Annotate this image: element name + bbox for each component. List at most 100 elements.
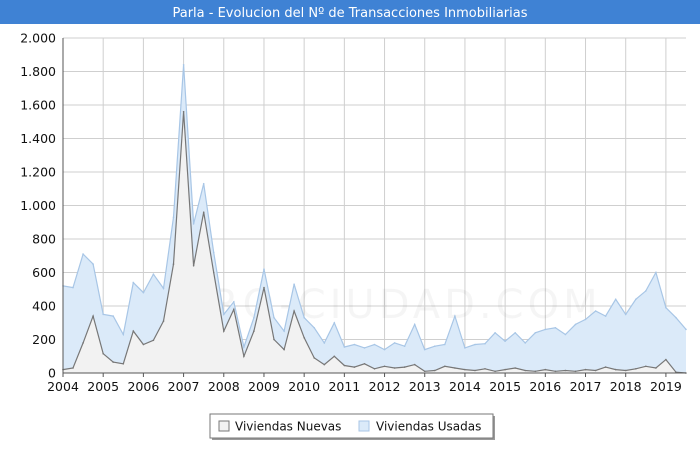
data-point-viviendas-nuevas — [544, 368, 547, 371]
data-point-viviendas-nuevas — [564, 369, 567, 372]
data-point-viviendas-nuevas — [102, 352, 104, 355]
y-tick-label: 200 — [32, 332, 56, 347]
x-tick-label: 2017 — [570, 379, 602, 394]
y-tick-label: 400 — [32, 299, 56, 314]
data-point-viviendas-nuevas — [604, 366, 607, 368]
y-tick-label: 2.000 — [20, 31, 56, 46]
data-point-viviendas-usadas — [544, 328, 547, 331]
data-point-viviendas-usadas — [253, 316, 255, 319]
data-point-viviendas-nuevas — [152, 339, 155, 342]
y-tick-label: 1.200 — [20, 165, 56, 180]
data-point-viviendas-nuevas — [343, 364, 346, 367]
data-point-viviendas-usadas — [675, 316, 677, 319]
data-point-viviendas-usadas — [283, 330, 285, 332]
data-point-viviendas-nuevas — [333, 355, 336, 358]
data-point-viviendas-nuevas — [253, 330, 255, 332]
data-point-viviendas-usadas — [454, 315, 456, 317]
data-point-viviendas-nuevas — [182, 110, 185, 113]
title-bar — [0, 0, 700, 24]
y-tick-label: 600 — [32, 265, 56, 280]
data-point-viviendas-usadas — [614, 298, 617, 301]
data-point-viviendas-usadas — [434, 345, 436, 348]
x-tick-label: 2018 — [610, 379, 642, 394]
data-point-viviendas-usadas — [122, 333, 125, 336]
data-point-viviendas-usadas — [635, 298, 637, 301]
data-point-viviendas-nuevas — [243, 355, 245, 358]
series-area-viviendas-usadas — [63, 64, 686, 374]
data-point-viviendas-nuevas — [212, 271, 215, 274]
x-tick-label: 2009 — [248, 379, 280, 394]
data-point-viviendas-usadas — [233, 301, 235, 303]
x-tick-label: 2004 — [47, 379, 79, 394]
data-point-viviendas-usadas — [212, 251, 215, 254]
data-point-viviendas-usadas — [313, 327, 316, 329]
data-point-viviendas-nuevas — [383, 365, 386, 368]
data-point-viviendas-nuevas — [614, 368, 617, 371]
data-point-viviendas-nuevas — [283, 348, 285, 351]
data-point-viviendas-usadas — [685, 328, 687, 331]
data-point-viviendas-nuevas — [373, 368, 376, 370]
data-point-viviendas-usadas — [293, 283, 295, 286]
data-point-viviendas-usadas — [564, 333, 567, 336]
data-point-viviendas-usadas — [152, 273, 155, 276]
x-tick-label: 2005 — [87, 379, 119, 394]
area-layer — [62, 64, 687, 374]
data-point-viviendas-usadas — [594, 310, 597, 312]
data-point-viviendas-nuevas — [645, 365, 647, 368]
data-point-viviendas-usadas — [243, 346, 245, 348]
data-point-viviendas-nuevas — [223, 330, 225, 332]
data-point-viviendas-usadas — [142, 291, 145, 294]
data-point-viviendas-usadas — [554, 327, 557, 329]
data-point-viviendas-usadas — [484, 342, 486, 345]
data-point-viviendas-nuevas — [162, 320, 165, 322]
x-tick-label: 2006 — [127, 379, 159, 394]
data-point-viviendas-nuevas — [434, 369, 436, 372]
data-point-viviendas-usadas — [423, 348, 426, 351]
data-point-viviendas-usadas — [363, 347, 366, 349]
data-point-viviendas-nuevas — [303, 337, 306, 339]
data-point-viviendas-usadas — [172, 216, 175, 218]
data-point-viviendas-nuevas — [273, 338, 275, 341]
data-point-viviendas-nuevas — [142, 343, 145, 346]
data-point-viviendas-usadas — [303, 316, 306, 319]
data-point-viviendas-usadas — [524, 342, 526, 344]
data-point-viviendas-nuevas — [393, 367, 396, 369]
data-point-viviendas-nuevas — [132, 330, 135, 332]
data-point-viviendas-nuevas — [122, 363, 125, 365]
x-tick-label: 2014 — [449, 379, 481, 394]
y-tick-label: 800 — [32, 232, 56, 247]
y-tick-label: 0 — [48, 366, 56, 381]
data-point-viviendas-nuevas — [263, 286, 265, 289]
data-point-viviendas-usadas — [624, 313, 627, 316]
data-point-viviendas-nuevas — [484, 368, 486, 370]
legend-label-viviendas-usadas: Viviendas Usadas — [376, 420, 481, 434]
data-point-viviendas-usadas — [343, 346, 346, 348]
data-point-viviendas-usadas — [102, 313, 104, 316]
data-point-viviendas-usadas — [92, 263, 94, 265]
data-point-viviendas-usadas — [323, 342, 326, 344]
data-point-viviendas-usadas — [273, 316, 275, 319]
data-point-viviendas-nuevas — [313, 357, 316, 359]
series-area-viviendas-nuevas — [63, 111, 686, 373]
data-point-viviendas-nuevas — [554, 370, 557, 373]
data-point-viviendas-nuevas — [444, 365, 446, 368]
data-point-viviendas-nuevas — [293, 310, 295, 312]
data-point-viviendas-nuevas — [363, 363, 366, 365]
data-point-viviendas-nuevas — [524, 369, 526, 372]
x-tick-label: 2019 — [650, 379, 682, 394]
x-tick-label: 2010 — [288, 379, 320, 394]
y-tick-label: 1.800 — [20, 64, 56, 79]
data-point-viviendas-usadas — [202, 182, 205, 185]
data-point-viviendas-nuevas — [514, 367, 516, 369]
data-point-viviendas-usadas — [645, 290, 647, 292]
data-point-viviendas-nuevas — [454, 367, 456, 369]
data-point-viviendas-usadas — [162, 287, 165, 290]
data-point-viviendas-nuevas — [202, 211, 205, 213]
data-point-viviendas-usadas — [72, 286, 74, 289]
data-point-viviendas-usadas — [665, 306, 667, 309]
data-point-viviendas-usadas — [373, 343, 376, 346]
data-point-viviendas-usadas — [263, 268, 265, 270]
x-tick-label: 2008 — [208, 379, 240, 394]
data-point-viviendas-nuevas — [655, 367, 657, 369]
data-point-viviendas-nuevas — [594, 369, 597, 372]
